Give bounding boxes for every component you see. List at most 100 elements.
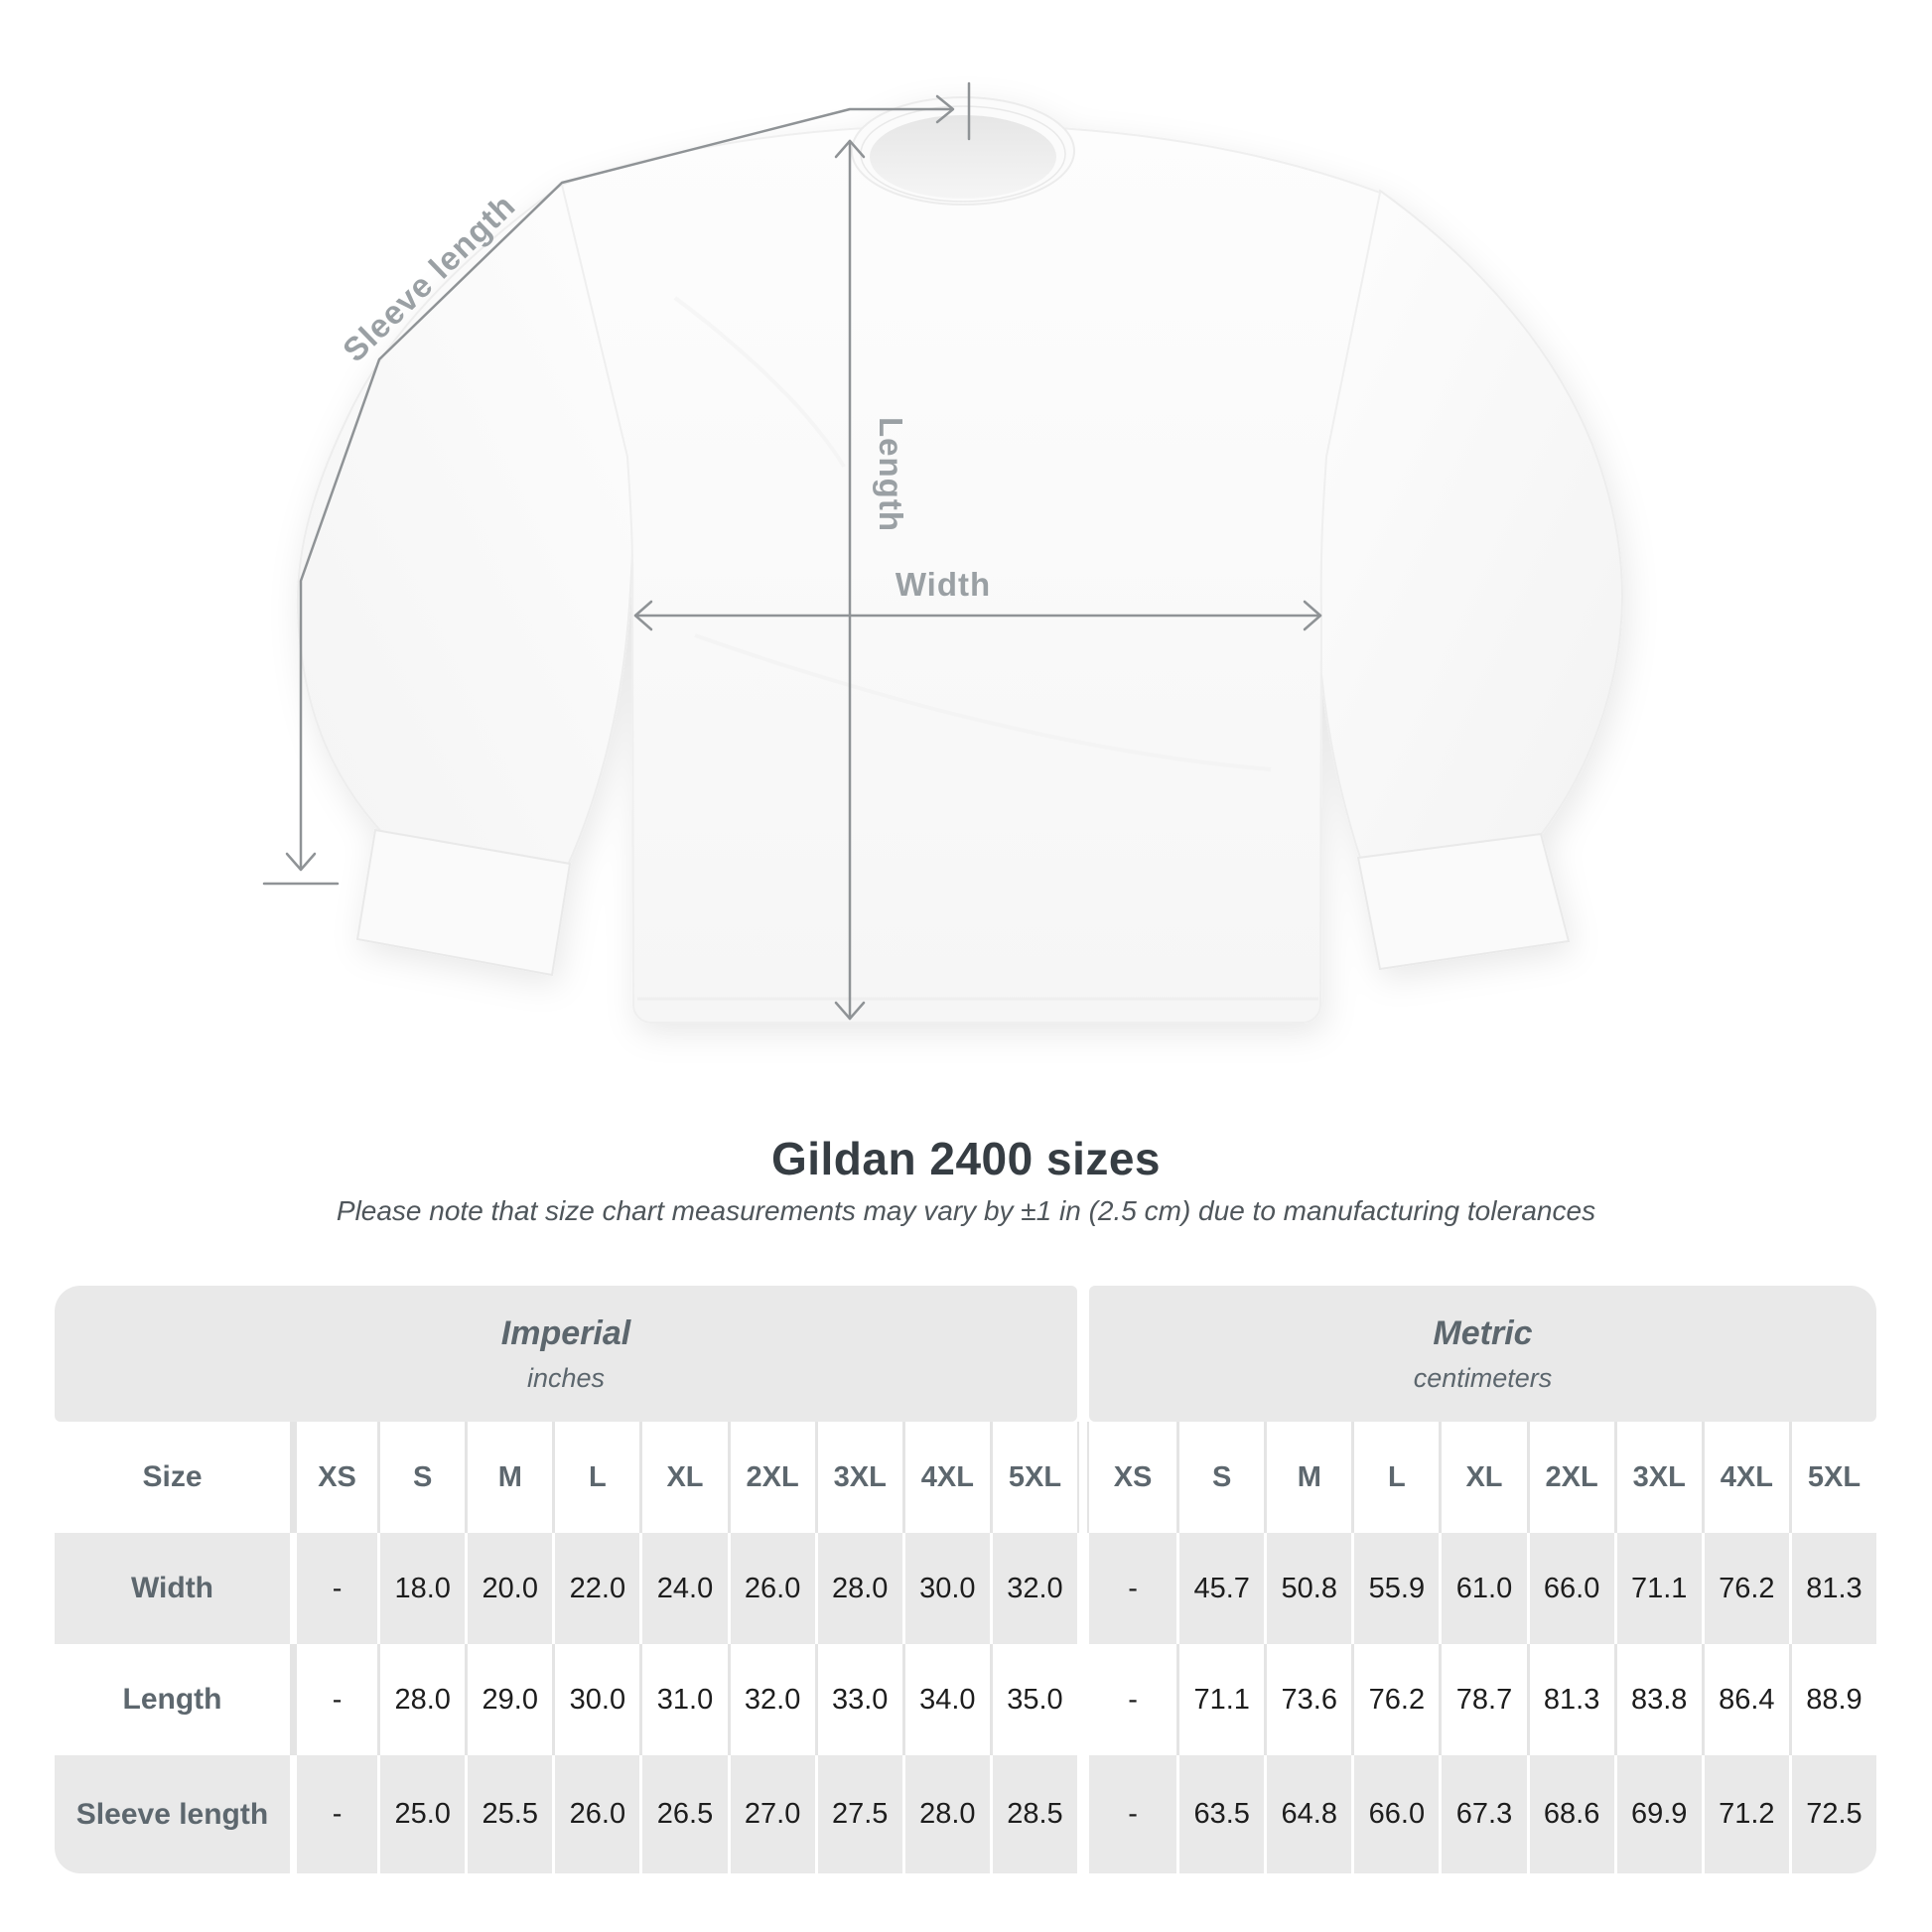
size-col-header: L	[1351, 1422, 1439, 1533]
value-cell: 18.0	[377, 1533, 465, 1644]
row-label-width: Width	[130, 1572, 214, 1604]
value-cell: -	[290, 1755, 377, 1873]
value-cell: -	[1128, 1572, 1138, 1604]
value-cell: 27.0	[727, 1755, 815, 1873]
value-cell: 88.9	[1788, 1644, 1876, 1755]
value-cell: 34.0	[901, 1644, 990, 1755]
value-cell: 71.1	[1613, 1533, 1702, 1644]
value-cell: 31.0	[639, 1644, 727, 1755]
value-cell: 71.1	[1176, 1644, 1264, 1755]
unit-group-gap	[1077, 1644, 1089, 1755]
page-title: Gildan 2400 sizes	[770, 1133, 1162, 1184]
value-cell: 22.0	[552, 1533, 639, 1644]
value-cell: 30.0	[901, 1533, 990, 1644]
value-cell: -	[1128, 1798, 1138, 1830]
value-cell: 26.0	[552, 1755, 639, 1873]
size-col-header: XL	[1439, 1422, 1526, 1533]
shirt-measurement-diagram: Sleeve length Length Width	[262, 81, 1624, 1024]
imperial-sublabel: inches	[526, 1362, 606, 1393]
size-column-header: Size	[142, 1460, 203, 1493]
width-measure: Width	[633, 566, 1322, 631]
width-row: Width -18.0 20.0 22.0 24.0 26.0 28.0 30.0 32.0-…	[55, 1533, 1876, 1644]
unit-group-gap	[1077, 1422, 1089, 1533]
size-col-header: 5XL	[989, 1422, 1077, 1533]
value-cell: 27.5	[814, 1755, 902, 1873]
value-cell: 72.5	[1788, 1755, 1876, 1873]
value-cell: 32.0	[727, 1644, 815, 1755]
size-col-header: 2XL	[727, 1422, 815, 1533]
value-cell: 78.7	[1439, 1644, 1526, 1755]
metric-unit-header: Metric centimeters	[1089, 1286, 1876, 1422]
arrowhead-up	[834, 139, 866, 159]
size-col-header: 4XL	[1701, 1422, 1789, 1533]
value-cell: 67.3	[1439, 1755, 1526, 1873]
value-cell: 29.0	[465, 1644, 552, 1755]
value-cell: -	[290, 1644, 377, 1755]
size-table: Imperial inches Metric centimeters Size …	[55, 1286, 1876, 1873]
fabric-crease	[694, 633, 1272, 771]
fabric-crease	[673, 296, 846, 469]
value-cell: 26.5	[639, 1755, 727, 1873]
size-col-header: 3XL	[814, 1422, 902, 1533]
value-cell: 33.0	[814, 1644, 902, 1755]
value-cell: 20.0	[465, 1533, 552, 1644]
metric-sublabel: centimeters	[1413, 1362, 1553, 1393]
value-cell: 24.0	[639, 1533, 727, 1644]
tolerance-note: Please note that size chart measurements…	[336, 1195, 1596, 1226]
size-col-header: M	[465, 1422, 552, 1533]
value-cell: 28.5	[989, 1755, 1077, 1873]
right-cuff	[1356, 832, 1571, 971]
value-cell: 71.2	[1701, 1755, 1789, 1873]
length-label: Length	[873, 417, 909, 532]
imperial-unit-header: Imperial inches	[55, 1286, 1077, 1422]
value-cell: 28.0	[901, 1755, 990, 1873]
imperial-label: Imperial	[500, 1313, 631, 1352]
value-cell: 25.5	[465, 1755, 552, 1873]
value-cell: -	[290, 1533, 377, 1644]
sleeve-measure-line	[299, 107, 953, 870]
value-cell: 68.6	[1526, 1755, 1614, 1873]
value-cell: 76.2	[1701, 1533, 1789, 1644]
arrowhead-right	[935, 94, 955, 124]
size-col-header: XS	[290, 1422, 377, 1533]
value-cell: 64.8	[1264, 1755, 1351, 1873]
size-col-header: XS	[1113, 1460, 1153, 1493]
metric-label: Metric	[1433, 1313, 1533, 1352]
size-col-header: 2XL	[1526, 1422, 1614, 1533]
right-sleeve	[1314, 189, 1624, 866]
value-cell: 66.0	[1351, 1755, 1439, 1873]
value-cell: 69.9	[1613, 1755, 1702, 1873]
value-cell: 32.0	[989, 1533, 1077, 1644]
value-cell: 83.8	[1613, 1644, 1702, 1755]
value-cell: 28.0	[814, 1533, 902, 1644]
value-cell: 28.0	[377, 1644, 465, 1755]
size-col-header: S	[377, 1422, 465, 1533]
value-cell: 63.5	[1176, 1755, 1264, 1873]
value-cell: 66.0	[1526, 1533, 1614, 1644]
size-col-header: 5XL	[1788, 1422, 1876, 1533]
unit-group-gap	[1077, 1755, 1089, 1873]
value-cell: 86.4	[1701, 1644, 1789, 1755]
value-cell: 30.0	[552, 1644, 639, 1755]
shirt-image	[296, 96, 1624, 1024]
row-label-length: Length	[122, 1683, 222, 1716]
row-label-sleeve-length: Sleeve length	[75, 1797, 269, 1831]
value-cell: 25.0	[377, 1755, 465, 1873]
value-cell: 50.8	[1264, 1533, 1351, 1644]
value-cell: 55.9	[1351, 1533, 1439, 1644]
value-cell: 35.0	[989, 1644, 1077, 1755]
length-row: Length -28.0 29.0 30.0 31.0 32.0 33.0 34.0 35.0…	[55, 1644, 1876, 1755]
unit-band: Imperial inches Metric centimeters	[55, 1286, 1876, 1422]
value-cell: 76.2	[1351, 1644, 1439, 1755]
value-cell: -	[1128, 1683, 1138, 1716]
arrowhead-down	[834, 1001, 866, 1021]
value-cell: 81.3	[1526, 1644, 1614, 1755]
size-col-header: S	[1176, 1422, 1264, 1533]
arrowhead-left	[633, 600, 653, 631]
size-col-header: L	[552, 1422, 639, 1533]
sleeve-length-row: Sleeve length -25.0 25.5 26.0 26.5 27.0 27.5 2…	[55, 1755, 1876, 1873]
collar-opening	[870, 115, 1056, 199]
size-col-header: M	[1264, 1422, 1351, 1533]
width-label: Width	[896, 566, 991, 603]
